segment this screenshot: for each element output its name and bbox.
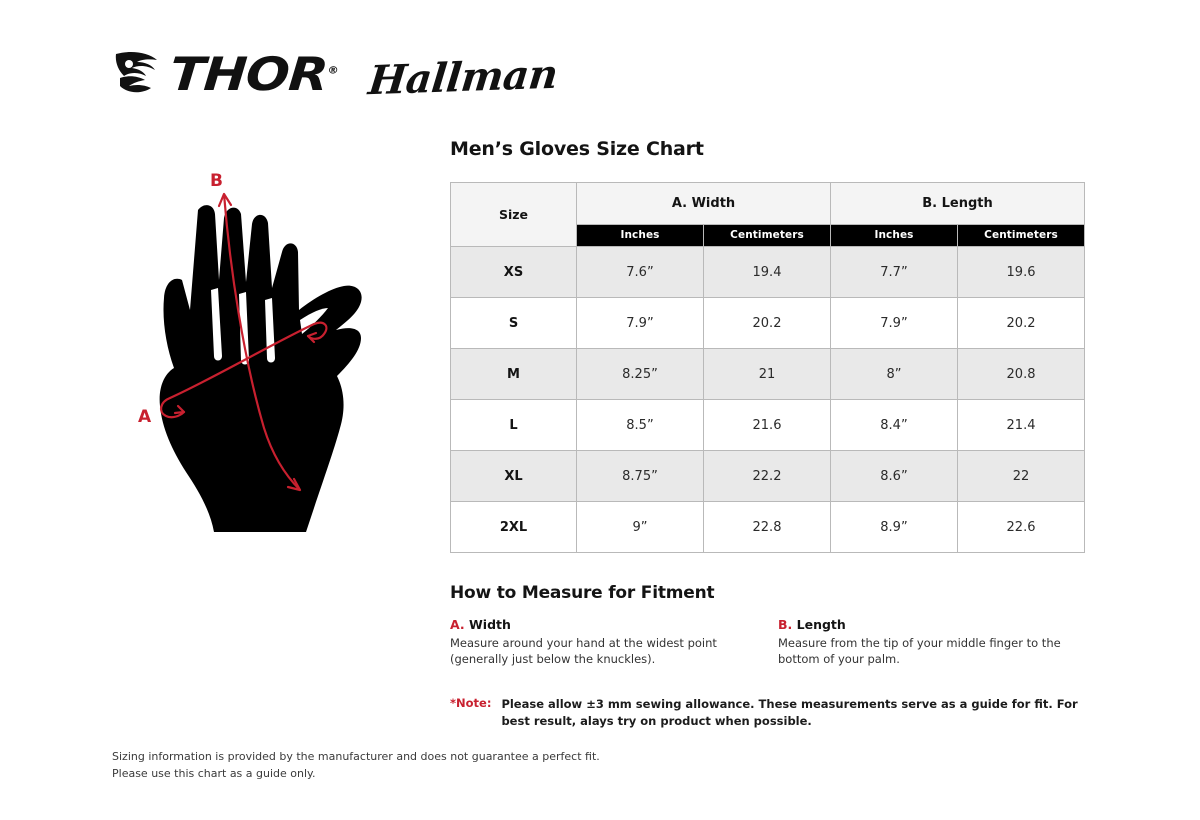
footer-disclaimer: Sizing information is provided by the ma… (112, 748, 600, 782)
cell-width-inches: 8.5” (576, 399, 704, 451)
cell-width-centimeters: 21.6 (703, 399, 831, 451)
measure-body-length: Measure from the tip of your middle fing… (778, 636, 1061, 667)
cell-length-centimeters: 22.6 (956, 501, 1086, 553)
registered-mark: ® (327, 65, 338, 77)
measure-letter-b: B. (778, 617, 793, 632)
page-title: Men’s Gloves Size Chart (450, 138, 704, 160)
column-group-width: A. Width (576, 182, 831, 225)
cell-width-centimeters: 20.2 (703, 297, 831, 349)
cell-length-centimeters: 22 (956, 450, 1086, 502)
measure-item-heading: A. Width (450, 617, 756, 632)
measure-columns: A. Width Measure around your hand at the… (450, 617, 1084, 668)
measure-letter-a: A. (450, 617, 465, 632)
table-row: M 8.25” 21 8” 20.8 (450, 348, 1086, 400)
cell-width-inches: 8.25” (576, 348, 704, 400)
column-header-width-centimeters: Centimeters (703, 223, 831, 248)
width-arrow-icon (160, 321, 328, 419)
cell-width-inches: 9” (576, 501, 704, 553)
thor-helmet-icon (112, 48, 168, 100)
size-chart-table: Size A. Width B. Length Inches Centimete… (450, 182, 1086, 553)
cell-length-inches: 8.6” (830, 450, 958, 502)
cell-width-centimeters: 19.4 (703, 246, 831, 298)
table-row: 2XL 9” 22.8 8.9” 22.6 (450, 501, 1086, 553)
column-header-size: Size (450, 182, 577, 247)
measure-item-length: B. Length Measure from the tip of your m… (778, 617, 1084, 668)
cell-size: S (450, 297, 577, 349)
table-row: XL 8.75” 22.2 8.6” 22 (450, 450, 1086, 502)
table-body: XS 7.6” 19.4 7.7” 19.6 S 7.9” 20.2 7.9” … (450, 246, 1086, 553)
table-header-groups: Size A. Width B. Length (450, 182, 1086, 247)
cell-size: 2XL (450, 501, 577, 553)
cell-width-inches: 7.9” (576, 297, 704, 349)
measure-item-heading: B. Length (778, 617, 1084, 632)
cell-width-centimeters: 22.2 (703, 450, 831, 502)
note-row: *Note: Please allow ±3 mm sewing allowan… (450, 696, 1084, 731)
cell-length-centimeters: 21.4 (956, 399, 1086, 451)
cell-width-centimeters: 21 (703, 348, 831, 400)
hand-silhouette-icon (159, 205, 362, 532)
hallman-wordmark: Hallman (366, 50, 561, 105)
table-row: S 7.9” 20.2 7.9” 20.2 (450, 297, 1086, 349)
measure-body-width: Measure around your hand at the widest p… (450, 636, 717, 667)
table-row: XS 7.6” 19.4 7.7” 19.6 (450, 246, 1086, 298)
column-group-length: B. Length (829, 182, 1086, 225)
cell-width-inches: 8.75” (576, 450, 704, 502)
table-row: L 8.5” 21.6 8.4” 21.4 (450, 399, 1086, 451)
label-b: B (210, 171, 223, 191)
thor-logo: THOR® (112, 47, 338, 101)
note-label: *Note: (450, 695, 492, 710)
cell-width-inches: 7.6” (576, 246, 704, 298)
table-head: Size A. Width B. Length Inches Centimete… (450, 182, 1086, 248)
hand-measurement-diagram: B A (118, 160, 428, 560)
measure-name-width: Width (464, 617, 511, 632)
cell-size: L (450, 399, 577, 451)
measure-section-title: How to Measure for Fitment (450, 583, 715, 603)
length-arrow-icon (217, 192, 302, 492)
cell-size: XS (450, 246, 577, 298)
cell-length-inches: 7.7” (830, 246, 958, 298)
measure-name-length: Length (792, 617, 846, 632)
footer-line-2: Please use this chart as a guide only. (112, 767, 316, 781)
cell-length-inches: 8.4” (830, 399, 958, 451)
table-header-units: Inches Centimeters Inches Centimeters (451, 223, 1086, 248)
measure-item-width: A. Width Measure around your hand at the… (450, 617, 756, 668)
cell-length-inches: 8.9” (830, 501, 958, 553)
chart-content: Men’s Gloves Size Chart Size A. Width B.… (450, 138, 1086, 731)
cell-length-inches: 7.9” (830, 297, 958, 349)
note-text: Please allow ±3 mm sewing allowance. The… (501, 696, 1078, 728)
footer-line-1: Sizing information is provided by the ma… (112, 750, 600, 763)
cell-length-inches: 8” (830, 348, 958, 400)
column-header-length-inches: Inches (830, 223, 958, 248)
thor-wordmark: THOR® (167, 47, 338, 101)
cell-width-centimeters: 22.8 (703, 501, 831, 553)
label-a: A (138, 407, 152, 427)
cell-size: M (450, 348, 577, 400)
column-header-length-centimeters: Centimeters (956, 223, 1086, 248)
column-header-width-inches: Inches (576, 223, 704, 248)
brand-logo-bar: THOR® Hallman (112, 47, 560, 104)
cell-size: XL (450, 450, 577, 502)
cell-length-centimeters: 19.6 (956, 246, 1086, 298)
cell-length-centimeters: 20.8 (956, 348, 1086, 400)
cell-length-centimeters: 20.2 (956, 297, 1086, 349)
